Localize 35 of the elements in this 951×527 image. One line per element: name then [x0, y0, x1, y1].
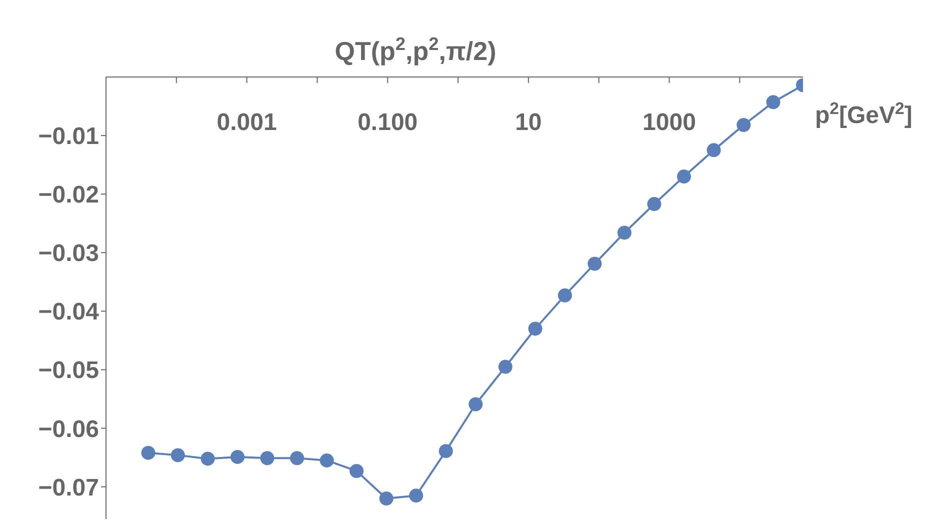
y-tick-label: −0.06 — [38, 416, 99, 443]
x-tick-label: 10 — [515, 109, 542, 136]
x-tick-label: 1000 — [642, 109, 696, 136]
point — [409, 488, 424, 503]
y-tick-label: −0.02 — [38, 182, 99, 209]
point — [350, 464, 364, 478]
point — [379, 492, 394, 506]
point — [528, 322, 542, 336]
chart-title: QT(p$^{2}$,p$^{2}$,π/2) — [334, 34, 496, 66]
point — [676, 170, 691, 184]
point — [230, 450, 245, 464]
point — [438, 444, 453, 458]
point — [588, 256, 602, 271]
point — [617, 226, 632, 240]
y-tick-label: −0.03 — [38, 240, 99, 268]
point — [468, 397, 483, 412]
point — [141, 446, 156, 460]
y-tick-label: −0.04 — [38, 298, 100, 326]
point — [200, 452, 215, 466]
point — [170, 448, 185, 462]
point — [320, 453, 334, 468]
point — [736, 118, 751, 132]
x-tick-label: 0.001 — [216, 109, 277, 136]
x-tick-label: 0.100 — [358, 109, 418, 136]
point — [766, 95, 780, 110]
point — [706, 143, 721, 158]
point — [647, 197, 662, 212]
point — [260, 451, 274, 466]
x-axis-title: p$^{2}$[GeV$^{2}$] — [815, 98, 912, 129]
point — [498, 360, 512, 374]
y-tick-label: −0.07 — [38, 474, 99, 502]
point — [558, 288, 572, 302]
point — [290, 451, 304, 466]
y-tick-label: −0.01 — [38, 123, 99, 150]
y-tick-label: −0.05 — [38, 357, 99, 384]
